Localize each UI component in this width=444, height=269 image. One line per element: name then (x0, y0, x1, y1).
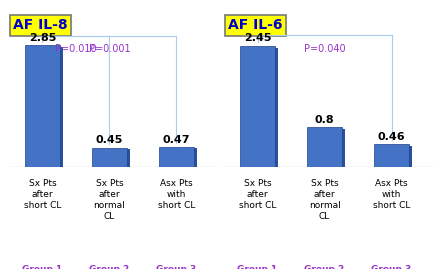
Text: 2.45: 2.45 (244, 33, 271, 43)
Text: AF IL-8: AF IL-8 (13, 18, 68, 32)
FancyBboxPatch shape (240, 46, 275, 167)
Text: 0.46: 0.46 (378, 132, 405, 141)
Text: Asx Pts
with
short CL: Asx Pts with short CL (158, 179, 195, 210)
FancyBboxPatch shape (163, 148, 197, 168)
FancyBboxPatch shape (159, 147, 194, 167)
FancyBboxPatch shape (310, 129, 345, 169)
Text: 2.85: 2.85 (29, 33, 56, 43)
Text: Sx Pts
after
short CL: Sx Pts after short CL (24, 179, 61, 210)
FancyBboxPatch shape (25, 45, 60, 167)
FancyBboxPatch shape (377, 146, 412, 169)
FancyBboxPatch shape (95, 149, 130, 168)
Text: P=0.010: P=0.010 (55, 44, 97, 54)
FancyBboxPatch shape (28, 47, 63, 168)
Text: Sx Pts
after
normal
CL: Sx Pts after normal CL (94, 179, 125, 221)
Text: Sx Pts
after
short CL: Sx Pts after short CL (239, 179, 276, 210)
Text: P=0.001: P=0.001 (89, 44, 130, 54)
FancyBboxPatch shape (92, 148, 127, 167)
Text: Group 3: Group 3 (156, 265, 197, 269)
Text: Group 2: Group 2 (89, 265, 130, 269)
FancyBboxPatch shape (243, 48, 278, 169)
FancyBboxPatch shape (307, 127, 342, 167)
Text: Group 1: Group 1 (22, 265, 63, 269)
Text: Group 1: Group 1 (238, 265, 278, 269)
Text: 0.8: 0.8 (315, 115, 334, 125)
Text: P=0.040: P=0.040 (304, 44, 345, 54)
Text: AF IL-6: AF IL-6 (228, 18, 283, 32)
FancyBboxPatch shape (374, 144, 409, 167)
Text: 0.45: 0.45 (96, 136, 123, 146)
Text: Asx Pts
with
short CL: Asx Pts with short CL (373, 179, 410, 210)
Text: Group 2: Group 2 (305, 265, 345, 269)
Text: 0.47: 0.47 (163, 134, 190, 145)
Text: Group 3: Group 3 (372, 265, 412, 269)
Text: Sx Pts
after
normal
CL: Sx Pts after normal CL (309, 179, 341, 221)
